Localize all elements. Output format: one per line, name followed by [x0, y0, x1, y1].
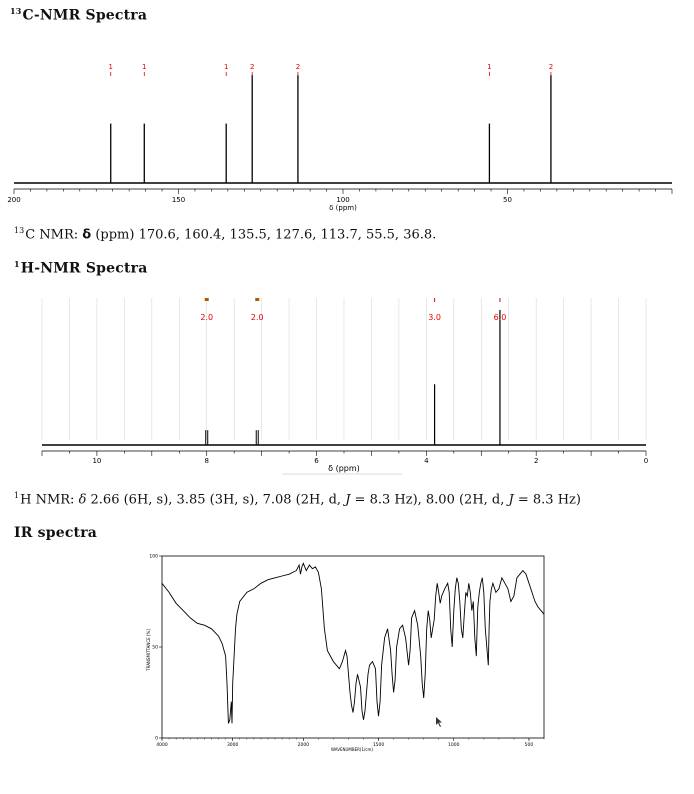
ir-x-tick-label: 1500	[373, 742, 385, 748]
c13-peak-integral: 1	[487, 63, 491, 71]
h1-summary-part3: = 8.3 Hz)	[513, 492, 581, 508]
h1-tick-label: 8	[204, 457, 208, 465]
h1-grid	[41, 298, 647, 440]
c13-tick-label: 200	[7, 196, 20, 204]
ir-x-tick-label: 1000	[448, 742, 460, 748]
h1-summary-j2: J	[508, 492, 514, 508]
cursor-pointer-icon	[436, 717, 442, 727]
c13-axis-label: δ (ppm)	[329, 204, 357, 212]
c13-summary: 13C NMR: δ (ppm) 170.6, 160.4, 135.5, 12…	[14, 226, 436, 242]
ir-ylabel: TRANSMITTANCE [%]	[146, 629, 151, 672]
c13-nmr-chart: 200 150 100 50 1 1 1 2 2 1 2 δ (ppm)	[7, 63, 673, 212]
h1-heading: 1H-NMR Spectra	[14, 259, 147, 277]
ir-y-tick-label: 50	[152, 645, 158, 651]
ir-y-tick-label: 100	[149, 554, 158, 560]
h1-heading-sup: 1	[14, 259, 20, 269]
c13-summary-values: (ppm) 170.6, 160.4, 135.5, 127.6, 113.7,…	[91, 227, 437, 243]
c13-peak-integral: 2	[296, 63, 300, 71]
h1-summary-delta: δ	[78, 492, 87, 508]
h1-axis-label: δ (ppm)	[328, 464, 360, 473]
c13-heading-sup: 13	[10, 6, 22, 16]
h1-peak-integral: 2.0	[200, 313, 213, 322]
c13-peaks: 1 1 1 2 2 1 2	[108, 63, 553, 183]
h1-heading-text: H-NMR Spectra	[20, 260, 148, 277]
h1-tick-label: 0	[644, 457, 648, 465]
h1-tick-label: 4	[424, 457, 429, 465]
h1-integral-marker	[255, 298, 260, 301]
h1-peak-integral: 2.0	[251, 313, 264, 322]
h1-peak-integral: 6.0	[494, 313, 507, 322]
h1-tick-label: 2	[534, 457, 538, 465]
h1-peaks: 2.0 2.0 3.0 6.0	[200, 298, 506, 445]
ir-x-tick-label: 3000	[227, 742, 239, 748]
ir-ticks: 4000 3000 2000 1500 1000 500 0 50 100	[149, 554, 545, 748]
ir-x-tick-label: 2000	[298, 742, 310, 748]
h1-summary-sup: 1	[14, 491, 20, 500]
h1-tick-label: 6	[314, 457, 319, 465]
c13-peak-integral: 2	[250, 63, 254, 71]
ir-spectrum-chart: 4000 3000 2000 1500 1000 500 0 50 100 TRANSMITTA…	[146, 554, 545, 752]
c13-summary-prefix: C NMR:	[25, 227, 83, 243]
c13-tick-label: 50	[503, 196, 512, 204]
ir-xlabel: WAVENUMBER(1/cm)	[331, 747, 373, 752]
c13-peak-integral: 1	[224, 63, 228, 71]
h1-summary-part1: 2.66 (6H, s), 3.85 (3H, s), 7.08 (2H, d,	[86, 492, 346, 508]
c13-peak-integral: 1	[108, 63, 112, 71]
h1-summary: 1H NMR: δ 2.66 (6H, s), 3.85 (3H, s), 7.…	[14, 491, 581, 507]
ir-y-tick-label: 0	[155, 736, 158, 742]
ir-x-tick-label: 500	[525, 742, 534, 748]
ir-spectrum-line	[161, 562, 545, 724]
h1-tick-label: 10	[92, 457, 101, 465]
c13-ticks: 200 150 100 50	[7, 189, 673, 204]
ir-heading: IR spectra	[14, 525, 98, 541]
c13-peak-integral: 1	[142, 63, 146, 71]
c13-tick-label: 100	[336, 196, 349, 204]
c13-summary-sup: 13	[14, 226, 25, 235]
h1-integral-marker	[204, 298, 209, 301]
h1-peak-integral: 3.0	[428, 313, 441, 322]
c13-summary-delta: δ	[82, 227, 92, 243]
h1-nmr-chart: 10 8 6 4 2 0 2.0 2.0 3.0 6.0 δ (ppm)	[41, 298, 648, 475]
h1-summary-prefix: H NMR:	[20, 492, 79, 508]
c13-peak-integral: 2	[549, 63, 553, 71]
c13-tick-label: 150	[172, 196, 185, 204]
h1-ticks: 10 8 6 4 2 0	[41, 451, 648, 465]
h1-summary-part2: = 8.3 Hz), 8.00 (2H, d,	[350, 492, 509, 508]
c13-heading-text: C-NMR Spectra	[22, 7, 148, 24]
h1-summary-j1: J	[345, 492, 351, 508]
ir-x-tick-label: 4000	[156, 742, 168, 748]
c13-heading: 13C-NMR Spectra	[10, 6, 147, 24]
